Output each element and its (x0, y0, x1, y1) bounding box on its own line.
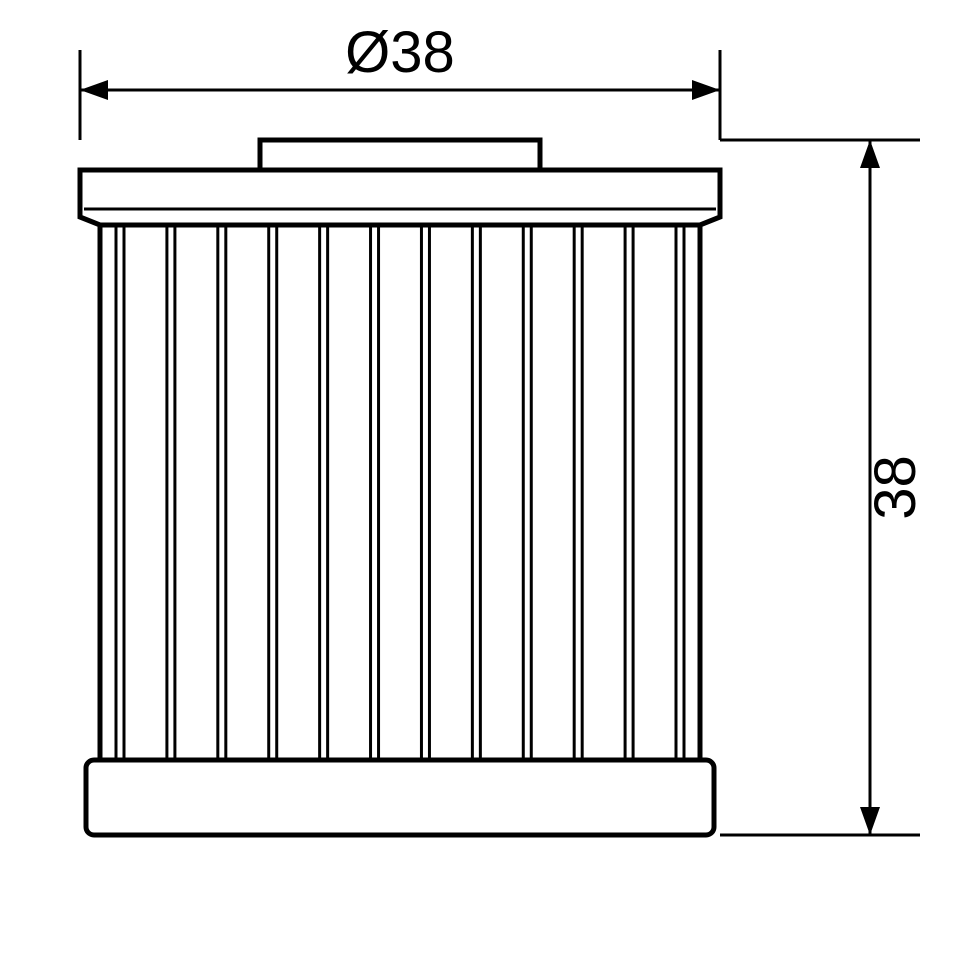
dim-arrowhead (860, 140, 880, 168)
dim-arrowhead (80, 80, 108, 100)
dim-label-height: 38 (863, 455, 928, 520)
dim-label-diameter: Ø38 (345, 20, 455, 85)
dim-arrowhead (692, 80, 720, 100)
top-cap (260, 140, 540, 170)
upper-flange (80, 170, 720, 225)
dim-arrowhead (860, 807, 880, 835)
technical-drawing: Ø38 38 (0, 0, 960, 960)
bottom-flange (86, 760, 714, 835)
